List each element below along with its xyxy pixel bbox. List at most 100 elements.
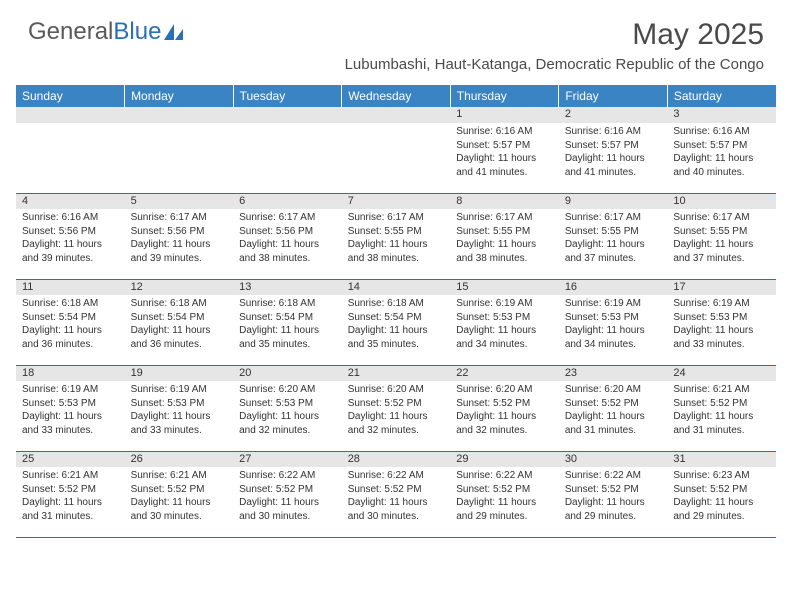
sunrise-text: Sunrise: 6:22 AM: [565, 469, 662, 483]
day-number-cell: 5: [125, 193, 234, 209]
logo: GeneralBlue: [28, 18, 185, 46]
daylight-text: Daylight: 11 hours and 38 minutes.: [239, 238, 336, 265]
daylight-text: Daylight: 11 hours and 37 minutes.: [565, 238, 662, 265]
sunset-text: Sunset: 5:53 PM: [131, 397, 228, 411]
month-title: May 2025: [345, 18, 764, 52]
day-number-cell: [16, 107, 125, 123]
logo-text-1: General: [28, 18, 113, 46]
sunset-text: Sunset: 5:57 PM: [456, 139, 553, 153]
daylight-text: Daylight: 11 hours and 31 minutes.: [673, 410, 770, 437]
daylight-text: Daylight: 11 hours and 35 minutes.: [348, 324, 445, 351]
day-number-cell: 20: [233, 365, 342, 381]
day-number-cell: 7: [342, 193, 451, 209]
sunset-text: Sunset: 5:52 PM: [673, 397, 770, 411]
day-number-cell: 25: [16, 451, 125, 467]
sunset-text: Sunset: 5:52 PM: [348, 483, 445, 497]
day-info-cell: Sunrise: 6:17 AMSunset: 5:56 PMDaylight:…: [233, 209, 342, 279]
sunrise-text: Sunrise: 6:18 AM: [22, 297, 119, 311]
day-number-cell: 10: [667, 193, 776, 209]
day-header: Monday: [125, 85, 234, 107]
daylight-text: Daylight: 11 hours and 41 minutes.: [565, 152, 662, 179]
day-number-cell: 23: [559, 365, 668, 381]
day-info-cell: Sunrise: 6:21 AMSunset: 5:52 PMDaylight:…: [667, 381, 776, 451]
daylight-text: Daylight: 11 hours and 36 minutes.: [22, 324, 119, 351]
day-info-cell: Sunrise: 6:23 AMSunset: 5:52 PMDaylight:…: [667, 467, 776, 537]
sunrise-text: Sunrise: 6:23 AM: [673, 469, 770, 483]
day-number-cell: 14: [342, 279, 451, 295]
sunset-text: Sunset: 5:53 PM: [456, 311, 553, 325]
day-info-cell: Sunrise: 6:19 AMSunset: 5:53 PMDaylight:…: [16, 381, 125, 451]
daylight-text: Daylight: 11 hours and 33 minutes.: [673, 324, 770, 351]
daylight-text: Daylight: 11 hours and 29 minutes.: [673, 496, 770, 523]
sunset-text: Sunset: 5:52 PM: [239, 483, 336, 497]
day-number-cell: 16: [559, 279, 668, 295]
day-info-cell: Sunrise: 6:17 AMSunset: 5:56 PMDaylight:…: [125, 209, 234, 279]
logo-text-2: Blue: [113, 18, 161, 46]
day-info-cell: Sunrise: 6:22 AMSunset: 5:52 PMDaylight:…: [559, 467, 668, 537]
day-info-cell: Sunrise: 6:16 AMSunset: 5:56 PMDaylight:…: [16, 209, 125, 279]
day-number-cell: 12: [125, 279, 234, 295]
sunset-text: Sunset: 5:52 PM: [673, 483, 770, 497]
day-header: Tuesday: [233, 85, 342, 107]
sunrise-text: Sunrise: 6:17 AM: [239, 211, 336, 225]
sunset-text: Sunset: 5:52 PM: [565, 483, 662, 497]
daylight-text: Daylight: 11 hours and 37 minutes.: [673, 238, 770, 265]
sunrise-text: Sunrise: 6:20 AM: [456, 383, 553, 397]
day-info-cell: Sunrise: 6:20 AMSunset: 5:52 PMDaylight:…: [559, 381, 668, 451]
day-info-cell: Sunrise: 6:17 AMSunset: 5:55 PMDaylight:…: [667, 209, 776, 279]
daylight-text: Daylight: 11 hours and 38 minutes.: [348, 238, 445, 265]
sunrise-text: Sunrise: 6:21 AM: [22, 469, 119, 483]
day-number-cell: [342, 107, 451, 123]
sunrise-text: Sunrise: 6:21 AM: [673, 383, 770, 397]
day-header: Sunday: [16, 85, 125, 107]
daylight-text: Daylight: 11 hours and 29 minutes.: [565, 496, 662, 523]
sunset-text: Sunset: 5:52 PM: [456, 483, 553, 497]
sunset-text: Sunset: 5:55 PM: [348, 225, 445, 239]
day-number-cell: 26: [125, 451, 234, 467]
day-number-cell: 9: [559, 193, 668, 209]
day-number-cell: 27: [233, 451, 342, 467]
daylight-text: Daylight: 11 hours and 29 minutes.: [456, 496, 553, 523]
day-number-cell: 11: [16, 279, 125, 295]
sunrise-text: Sunrise: 6:20 AM: [239, 383, 336, 397]
sunrise-text: Sunrise: 6:22 AM: [239, 469, 336, 483]
daylight-text: Daylight: 11 hours and 34 minutes.: [456, 324, 553, 351]
sunset-text: Sunset: 5:53 PM: [673, 311, 770, 325]
day-number-cell: 4: [16, 193, 125, 209]
day-number-cell: [125, 107, 234, 123]
sunset-text: Sunset: 5:52 PM: [348, 397, 445, 411]
day-number-cell: 2: [559, 107, 668, 123]
day-info-cell: Sunrise: 6:18 AMSunset: 5:54 PMDaylight:…: [233, 295, 342, 365]
daylight-text: Daylight: 11 hours and 30 minutes.: [131, 496, 228, 523]
day-number-cell: 1: [450, 107, 559, 123]
sunset-text: Sunset: 5:52 PM: [22, 483, 119, 497]
sunset-text: Sunset: 5:54 PM: [131, 311, 228, 325]
sunrise-text: Sunrise: 6:16 AM: [456, 125, 553, 139]
sunrise-text: Sunrise: 6:17 AM: [131, 211, 228, 225]
sunset-text: Sunset: 5:52 PM: [131, 483, 228, 497]
sunset-text: Sunset: 5:56 PM: [22, 225, 119, 239]
day-info-cell: Sunrise: 6:16 AMSunset: 5:57 PMDaylight:…: [450, 123, 559, 193]
day-info-cell: Sunrise: 6:20 AMSunset: 5:53 PMDaylight:…: [233, 381, 342, 451]
daylight-text: Daylight: 11 hours and 34 minutes.: [565, 324, 662, 351]
day-header: Saturday: [667, 85, 776, 107]
day-info-cell: Sunrise: 6:18 AMSunset: 5:54 PMDaylight:…: [16, 295, 125, 365]
daylight-text: Daylight: 11 hours and 30 minutes.: [239, 496, 336, 523]
sunset-text: Sunset: 5:57 PM: [673, 139, 770, 153]
day-info-cell: [125, 123, 234, 193]
daylight-text: Daylight: 11 hours and 40 minutes.: [673, 152, 770, 179]
day-number-cell: 17: [667, 279, 776, 295]
day-info-cell: Sunrise: 6:18 AMSunset: 5:54 PMDaylight:…: [342, 295, 451, 365]
day-number-cell: 24: [667, 365, 776, 381]
daylight-text: Daylight: 11 hours and 38 minutes.: [456, 238, 553, 265]
sunrise-text: Sunrise: 6:21 AM: [131, 469, 228, 483]
daylight-text: Daylight: 11 hours and 32 minutes.: [239, 410, 336, 437]
sunrise-text: Sunrise: 6:18 AM: [348, 297, 445, 311]
location-subtitle: Lubumbashi, Haut-Katanga, Democratic Rep…: [345, 56, 764, 73]
calendar-table: SundayMondayTuesdayWednesdayThursdayFrid…: [16, 85, 776, 538]
sunrise-text: Sunrise: 6:16 AM: [22, 211, 119, 225]
day-number-cell: 21: [342, 365, 451, 381]
day-number-cell: 13: [233, 279, 342, 295]
sunrise-text: Sunrise: 6:17 AM: [565, 211, 662, 225]
day-info-cell: [16, 123, 125, 193]
